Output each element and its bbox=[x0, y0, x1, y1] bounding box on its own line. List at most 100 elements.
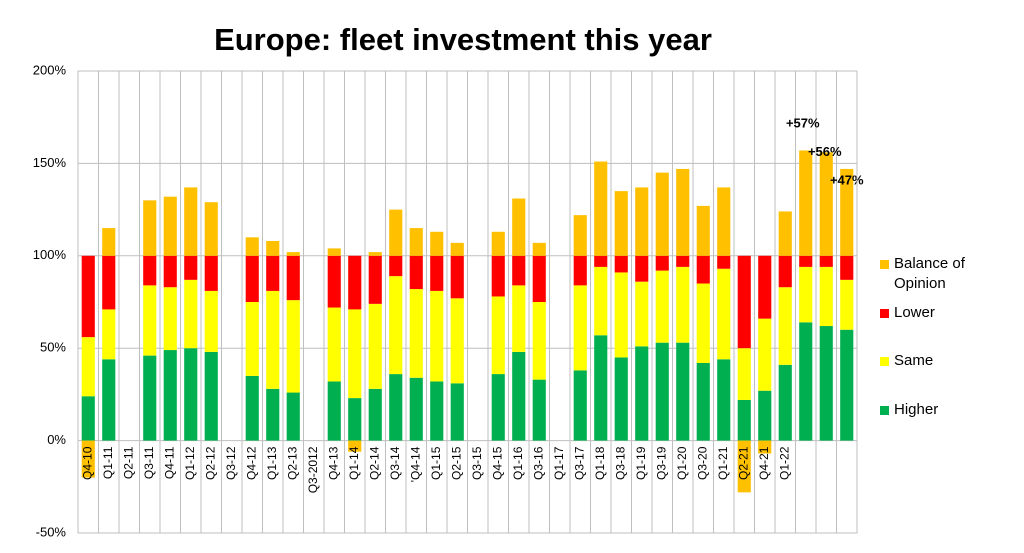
bar-segment bbox=[840, 168, 854, 256]
bar-segment bbox=[573, 215, 587, 256]
bar-segment bbox=[737, 255, 751, 349]
legend-item: Balance of Opinion bbox=[880, 254, 1000, 294]
bar-segment bbox=[266, 290, 280, 389]
bar-segment bbox=[389, 255, 403, 277]
bar-segment bbox=[184, 279, 198, 349]
bar-segment bbox=[143, 355, 157, 441]
bar-segment bbox=[655, 342, 669, 441]
bar-segment bbox=[430, 255, 444, 291]
legend-swatch bbox=[880, 260, 889, 269]
bar-segment bbox=[430, 381, 444, 441]
bar-segment bbox=[614, 272, 628, 358]
bar-segment bbox=[389, 209, 403, 256]
bar-segment bbox=[450, 383, 464, 441]
bar-segment bbox=[737, 440, 751, 493]
bar-segment bbox=[717, 268, 731, 360]
bar-segment bbox=[327, 381, 341, 441]
x-tick-label: Q4-12 bbox=[244, 446, 258, 480]
bar-segment bbox=[573, 255, 587, 286]
bar-segment bbox=[491, 296, 505, 375]
bar-segment bbox=[840, 255, 854, 280]
bar-segment bbox=[614, 191, 628, 256]
bar-segment bbox=[840, 329, 854, 441]
bar-segment bbox=[204, 202, 218, 256]
x-tick-label: Q3-14 bbox=[388, 446, 402, 480]
bar-segment bbox=[348, 255, 362, 310]
bar-segment bbox=[573, 370, 587, 441]
bar-segment bbox=[512, 285, 526, 352]
bar-segment bbox=[696, 255, 710, 284]
x-tick-label: Q1-19 bbox=[634, 446, 648, 480]
bar-segment bbox=[532, 255, 546, 302]
bar-segment bbox=[368, 255, 382, 304]
bar-segment bbox=[184, 187, 198, 256]
bar-segment bbox=[799, 322, 813, 441]
x-tick-label: Q3-12 bbox=[224, 446, 238, 480]
bar-segment bbox=[143, 255, 157, 286]
bar-segment bbox=[81, 440, 95, 478]
bar-segment bbox=[266, 241, 280, 256]
bar-segment bbox=[717, 187, 731, 256]
bar-segment bbox=[676, 342, 690, 441]
bar-segment bbox=[532, 379, 546, 441]
x-tick-label: Q3-15 bbox=[470, 446, 484, 480]
bar-segment bbox=[491, 374, 505, 441]
bar-segment bbox=[696, 205, 710, 256]
bar-segment bbox=[163, 287, 177, 351]
bar-segment bbox=[430, 231, 444, 256]
x-tick-label: Q1-12 bbox=[183, 446, 197, 480]
bar-segment bbox=[81, 396, 95, 441]
bar-segment bbox=[840, 279, 854, 330]
bar-segment bbox=[102, 359, 116, 441]
bar-segment bbox=[532, 302, 546, 380]
bar-segment bbox=[450, 242, 464, 256]
y-tick-label: 50% bbox=[40, 340, 66, 355]
bar-segment bbox=[102, 255, 116, 310]
y-tick-label: 150% bbox=[33, 155, 67, 170]
x-tick-label: Q4-13 bbox=[326, 446, 340, 480]
data-label: +47% bbox=[830, 172, 864, 187]
bar-segment bbox=[594, 161, 608, 256]
x-tick-label: Q3-2012 bbox=[306, 446, 320, 493]
bar-segment bbox=[655, 255, 669, 271]
bar-segment bbox=[327, 255, 341, 308]
y-tick-label: 100% bbox=[33, 247, 67, 262]
bar-segment bbox=[348, 398, 362, 441]
x-tick-label: Q3-16 bbox=[531, 446, 545, 480]
bar-segment bbox=[245, 375, 259, 441]
bar-segment bbox=[102, 228, 116, 256]
bar-segment bbox=[819, 326, 833, 441]
bar-segment bbox=[737, 399, 751, 441]
x-tick-label: Q1-17 bbox=[552, 446, 566, 480]
bar-segment bbox=[778, 287, 792, 365]
bar-segment bbox=[430, 290, 444, 382]
legend-label: Lower bbox=[894, 304, 935, 321]
bar-segment bbox=[450, 298, 464, 384]
x-tick-label: Q3-19 bbox=[654, 446, 668, 480]
y-tick-label: -50% bbox=[36, 524, 67, 539]
bar-segment bbox=[245, 237, 259, 256]
bar-segment bbox=[635, 281, 649, 347]
bar-segment bbox=[204, 255, 218, 291]
bar-segment bbox=[286, 392, 300, 441]
x-tick-label: Q2-15 bbox=[449, 446, 463, 480]
bar-segment bbox=[676, 168, 690, 256]
chart-title: Europe: fleet investment this year bbox=[214, 22, 712, 57]
bar-segment bbox=[266, 388, 280, 441]
bar-segment bbox=[450, 255, 464, 299]
bar-segment bbox=[491, 231, 505, 256]
bar-segment bbox=[81, 255, 95, 338]
x-tick-label: Q1-20 bbox=[675, 446, 689, 480]
bar-segment bbox=[368, 303, 382, 389]
bar-segment bbox=[717, 255, 731, 269]
bar-segment bbox=[758, 255, 772, 319]
legend-item: Higher bbox=[880, 400, 1000, 420]
bar-segment bbox=[245, 255, 259, 302]
plot-frame bbox=[77, 70, 858, 534]
data-label: +56% bbox=[808, 144, 842, 159]
bar-segment bbox=[389, 276, 403, 375]
bar-segment bbox=[81, 337, 95, 397]
bar-segment bbox=[799, 266, 813, 323]
bar-segment bbox=[327, 307, 341, 382]
x-tick-label: Q2-21 bbox=[736, 446, 750, 480]
